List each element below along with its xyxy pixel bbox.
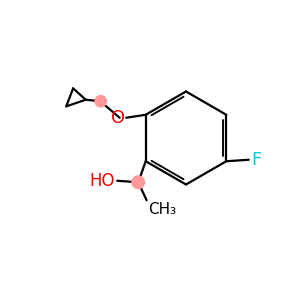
Text: CH₃: CH₃ <box>148 202 176 217</box>
Text: F: F <box>251 151 261 169</box>
Text: HO: HO <box>89 172 115 190</box>
Text: O: O <box>111 109 125 127</box>
Circle shape <box>95 95 106 107</box>
Circle shape <box>132 176 145 188</box>
